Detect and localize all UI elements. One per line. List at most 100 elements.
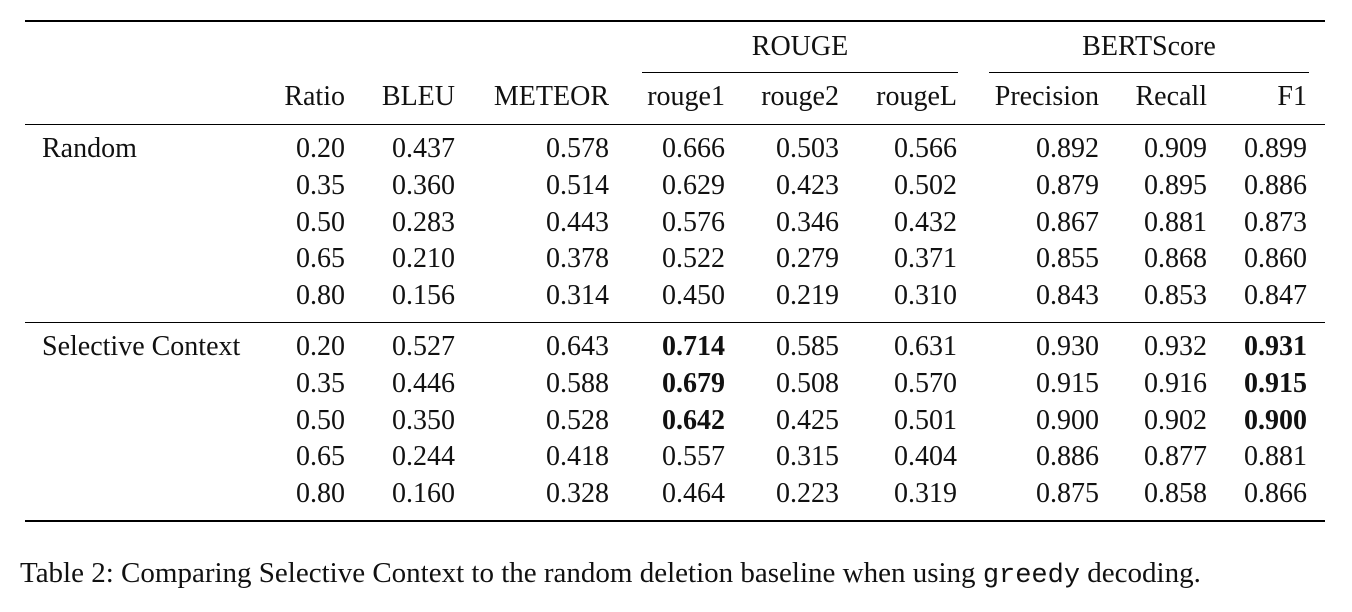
table-cell: 0.932 <box>1144 331 1207 362</box>
table-cell: 0.446 <box>392 368 455 399</box>
table-caption: Table 2: Comparing Selective Context to … <box>20 556 1201 593</box>
column-header-recall: Recall <box>1135 81 1207 112</box>
table-cell: 0.886 <box>1036 441 1099 472</box>
table-cell: 0.570 <box>894 368 957 399</box>
caption-prefix: Table 2: Comparing Selective Context to … <box>20 557 983 589</box>
table-cell: 0.20 <box>296 133 345 164</box>
table-cell: 0.443 <box>546 207 609 238</box>
table-cell: 0.847 <box>1244 280 1307 311</box>
table-cell: 0.631 <box>894 331 957 362</box>
row-group-label: Random <box>42 133 137 164</box>
table-cell: 0.283 <box>392 207 455 238</box>
table-cell: 0.418 <box>546 441 609 472</box>
table-cell: 0.360 <box>392 170 455 201</box>
table-cell: 0.892 <box>1036 133 1099 164</box>
table-cell: 0.557 <box>662 441 725 472</box>
column-header-rouge1: rouge1 <box>647 81 725 112</box>
row-group-label: Selective Context <box>42 331 241 362</box>
table-cell: 0.875 <box>1036 478 1099 509</box>
table-cell: 0.867 <box>1036 207 1099 238</box>
table-cell: 0.437 <box>392 133 455 164</box>
table-cell: 0.404 <box>894 441 957 472</box>
table-cell: 0.899 <box>1244 133 1307 164</box>
table-cell: 0.915 <box>1036 368 1099 399</box>
table-cell: 0.244 <box>392 441 455 472</box>
column-header-ratio: Ratio <box>284 81 345 112</box>
rouge-cmidrule <box>642 72 958 73</box>
table-cell: 0.219 <box>776 280 839 311</box>
table-cell: 0.527 <box>392 331 455 362</box>
table-cell: 0.35 <box>296 368 345 399</box>
group-header-rouge: ROUGE <box>751 31 849 62</box>
table-cell: 0.881 <box>1144 207 1207 238</box>
table-cell: 0.714 <box>662 331 725 362</box>
table-cell: 0.346 <box>776 207 839 238</box>
table-cell: 0.915 <box>1244 368 1307 399</box>
table-cell: 0.501 <box>894 405 957 436</box>
column-header-meteor: METEOR <box>493 81 609 112</box>
table-cell: 0.223 <box>776 478 839 509</box>
table-cell: 0.881 <box>1244 441 1307 472</box>
table-cell: 0.432 <box>894 207 957 238</box>
table-cell: 0.160 <box>392 478 455 509</box>
table-cell: 0.566 <box>894 133 957 164</box>
table-cell: 0.20 <box>296 331 345 362</box>
table-cell: 0.860 <box>1244 243 1307 274</box>
table-cell: 0.868 <box>1144 243 1207 274</box>
header-rule <box>25 124 1325 125</box>
table-cell: 0.522 <box>662 243 725 274</box>
table-cell: 0.666 <box>662 133 725 164</box>
table-cell: 0.900 <box>1244 405 1307 436</box>
table-cell: 0.902 <box>1144 405 1207 436</box>
table-cell: 0.50 <box>296 405 345 436</box>
table-cell: 0.588 <box>546 368 609 399</box>
table-cell: 0.930 <box>1036 331 1099 362</box>
table-cell: 0.65 <box>296 441 345 472</box>
column-header-bleu: BLEU <box>381 81 455 112</box>
bottom-rule <box>25 520 1325 522</box>
table-cell: 0.895 <box>1144 170 1207 201</box>
column-header-f1: F1 <box>1277 81 1307 112</box>
table-cell: 0.843 <box>1036 280 1099 311</box>
table-cell: 0.879 <box>1036 170 1099 201</box>
table-cell: 0.156 <box>392 280 455 311</box>
column-header-rougel: rougeL <box>876 81 957 112</box>
table-cell: 0.210 <box>392 243 455 274</box>
table-cell: 0.450 <box>662 280 725 311</box>
table-cell: 0.866 <box>1244 478 1307 509</box>
table-cell: 0.35 <box>296 170 345 201</box>
table-cell: 0.319 <box>894 478 957 509</box>
table-cell: 0.643 <box>546 331 609 362</box>
table-cell: 0.873 <box>1244 207 1307 238</box>
table-cell: 0.853 <box>1144 280 1207 311</box>
table-cell: 0.629 <box>662 170 725 201</box>
table-cell: 0.279 <box>776 243 839 274</box>
group-header-bertscore: BERTScore <box>1082 31 1216 62</box>
table-cell: 0.508 <box>776 368 839 399</box>
table-cell: 0.350 <box>392 405 455 436</box>
table-cell: 0.642 <box>662 405 725 436</box>
table-cell: 0.50 <box>296 207 345 238</box>
top-rule <box>25 20 1325 22</box>
table-cell: 0.585 <box>776 331 839 362</box>
table-cell: 0.528 <box>546 405 609 436</box>
table-cell: 0.916 <box>1144 368 1207 399</box>
table-cell: 0.679 <box>662 368 725 399</box>
bertscore-cmidrule <box>989 72 1309 73</box>
caption-code: greedy <box>982 561 1081 591</box>
table-cell: 0.578 <box>546 133 609 164</box>
table-cell: 0.80 <box>296 478 345 509</box>
table-cell: 0.378 <box>546 243 609 274</box>
table-cell: 0.855 <box>1036 243 1099 274</box>
group-divider-rule <box>25 322 1325 323</box>
caption-suffix: decoding. <box>1080 557 1201 589</box>
table-cell: 0.464 <box>662 478 725 509</box>
table-cell: 0.858 <box>1144 478 1207 509</box>
table-cell: 0.576 <box>662 207 725 238</box>
table-cell: 0.315 <box>776 441 839 472</box>
table-cell: 0.877 <box>1144 441 1207 472</box>
table-cell: 0.328 <box>546 478 609 509</box>
table-cell: 0.886 <box>1244 170 1307 201</box>
table-cell: 0.909 <box>1144 133 1207 164</box>
table-cell: 0.931 <box>1244 331 1307 362</box>
